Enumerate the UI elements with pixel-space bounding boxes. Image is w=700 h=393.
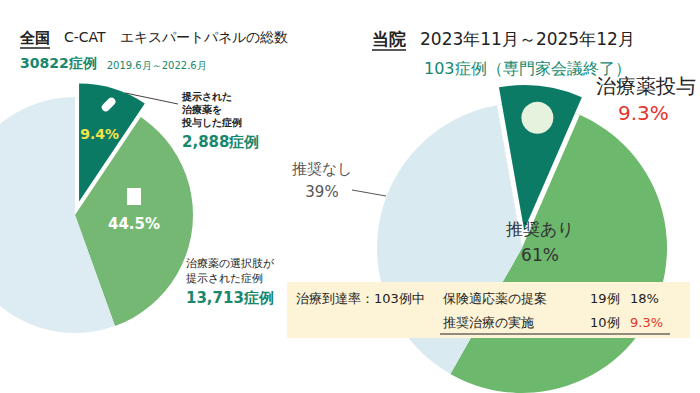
- svg-text:13,713症例: 13,713症例: [186, 289, 274, 307]
- svg-text:治療薬投与: 治療薬投与: [596, 74, 696, 98]
- svg-text:投与した症例: 投与した症例: [181, 117, 242, 128]
- svg-text:推奨治療の実施: 推奨治療の実施: [443, 315, 534, 330]
- svg-text:2023年11月～2025年12月: 2023年11月～2025年12月: [420, 29, 635, 49]
- svg-text:39%: 39%: [305, 183, 338, 201]
- svg-text:9.3%: 9.3%: [630, 315, 663, 330]
- svg-text:19例: 19例: [590, 291, 620, 306]
- svg-text:C-CAT エキスパートパネルの総数: C-CAT エキスパートパネルの総数: [64, 29, 288, 45]
- svg-text:9.3%: 9.3%: [618, 101, 669, 125]
- svg-text:61%: 61%: [521, 245, 559, 265]
- svg-text:2019.6月～2022.6月: 2019.6月～2022.6月: [107, 60, 207, 71]
- svg-text:治療薬の選択肢が: 治療薬の選択肢が: [186, 257, 275, 270]
- svg-text:2,888症例: 2,888症例: [182, 133, 259, 151]
- svg-text:44.5%: 44.5%: [108, 215, 160, 233]
- svg-text:9.4%: 9.4%: [80, 126, 119, 142]
- svg-text:治療薬を: 治療薬を: [181, 104, 222, 115]
- svg-text:18%: 18%: [630, 291, 659, 306]
- svg-text:当院: 当院: [372, 29, 406, 49]
- svg-text:提示された症例: 提示された症例: [186, 272, 263, 285]
- svg-text:103症例（専門家会議終了）: 103症例（専門家会議終了）: [424, 58, 631, 78]
- svg-text:提示された: 提示された: [181, 91, 232, 102]
- svg-text:30822症例: 30822症例: [20, 55, 97, 71]
- svg-text:推奨あり: 推奨あり: [506, 219, 574, 239]
- svg-text:保険適応薬の提案: 保険適応薬の提案: [443, 291, 547, 306]
- svg-text:推奨なし: 推奨なし: [292, 160, 352, 178]
- svg-text:10例: 10例: [590, 315, 620, 330]
- svg-text:治療到達率：103例中: 治療到達率：103例中: [296, 291, 425, 306]
- svg-text:全国: 全国: [19, 29, 50, 47]
